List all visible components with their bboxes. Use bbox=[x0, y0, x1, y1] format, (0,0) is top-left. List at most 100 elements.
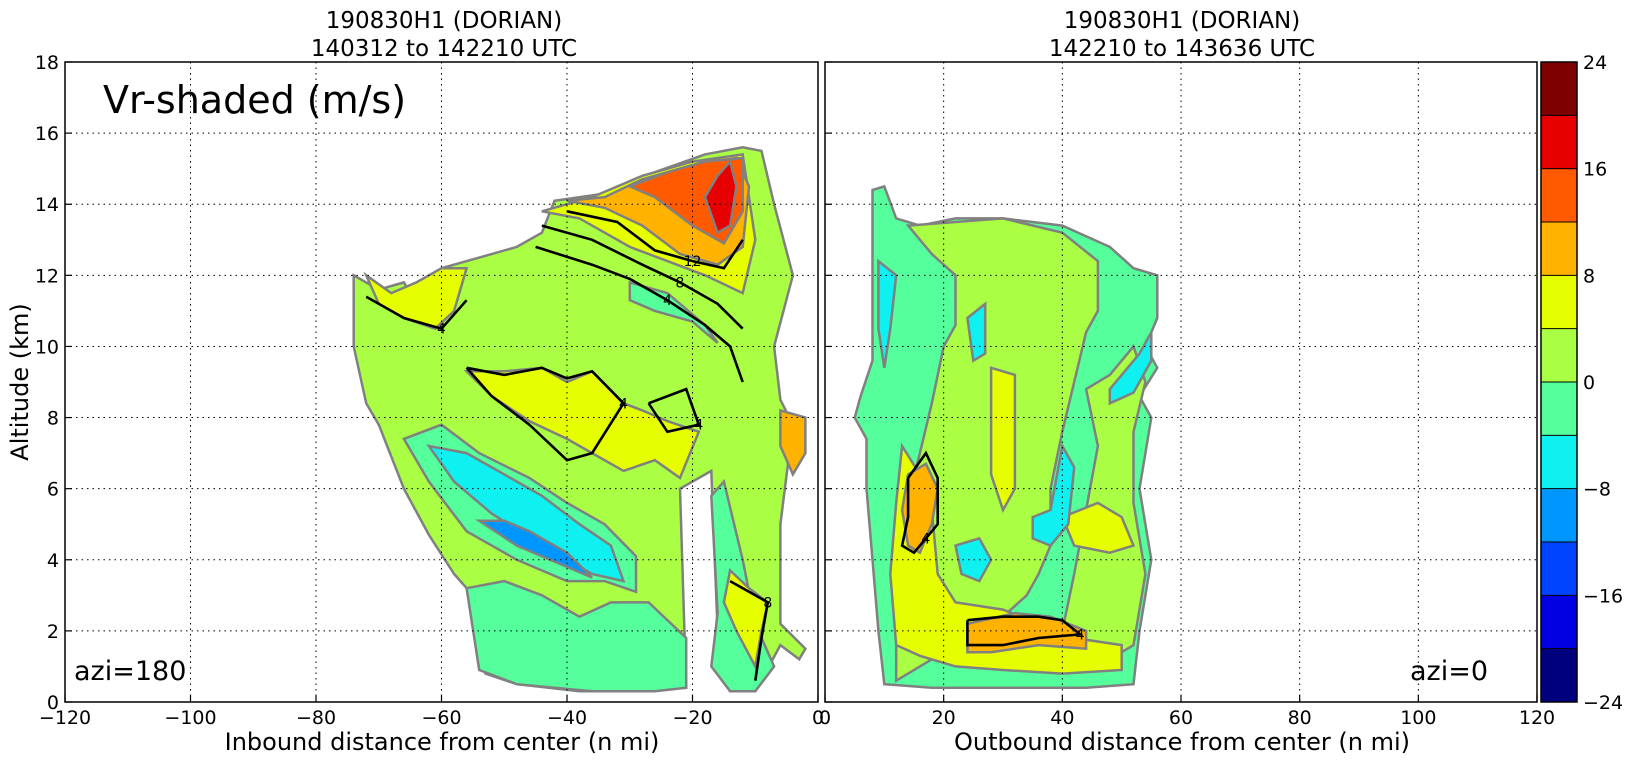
right-region-11 bbox=[1031, 442, 1076, 548]
left-contour-3 bbox=[465, 366, 626, 462]
right-contours: 44 bbox=[900, 450, 1085, 647]
right-title-line1: 190830H1 (DORIAN) bbox=[1064, 8, 1301, 34]
left-azimuth-label: azi=180 bbox=[74, 656, 186, 687]
left-x-axis-label: Inbound distance from center (n mi) bbox=[225, 728, 660, 756]
ytick-label-7: 14 bbox=[35, 194, 59, 216]
left-xtick-label-3: −60 bbox=[421, 707, 461, 729]
ytick-label-5: 10 bbox=[35, 336, 59, 358]
ytick-label-2: 4 bbox=[47, 550, 59, 572]
left-gridlines bbox=[65, 62, 818, 702]
left-contour-4 bbox=[365, 295, 468, 331]
left-region-6 bbox=[475, 519, 593, 579]
colorbar-tick-label-2: 8 bbox=[1583, 265, 1595, 287]
right-region-12 bbox=[1108, 331, 1153, 406]
right-gridlines bbox=[825, 62, 1537, 702]
ytick-label-9: 18 bbox=[35, 52, 59, 74]
ytick-label-8: 16 bbox=[35, 123, 59, 145]
right-xtick-label-5: 100 bbox=[1400, 707, 1436, 729]
colorbar-tick-label-5: −16 bbox=[1583, 585, 1623, 607]
left-contour-label-5: 4 bbox=[694, 418, 703, 434]
right-contour-0 bbox=[966, 615, 1084, 647]
ytick-label-0: 0 bbox=[47, 692, 59, 714]
colorbar-tick-label-1: 16 bbox=[1583, 159, 1607, 181]
left-contour-1 bbox=[541, 224, 744, 330]
colorbar-tick-label-3: 0 bbox=[1583, 372, 1595, 394]
colorbar-tick-label-4: −8 bbox=[1583, 479, 1611, 501]
left-contour-6 bbox=[729, 579, 770, 681]
left-xtick-label-6: 0 bbox=[812, 707, 824, 729]
colorbar-block-9 bbox=[1541, 168, 1577, 223]
right-panel: 190830H1 (DORIAN) 142210 to 143636 UTC 4… bbox=[819, 8, 1555, 756]
right-region-3 bbox=[889, 442, 1123, 675]
colorbar: 24 16 8 0 −8 −16 −24 bbox=[1540, 52, 1623, 714]
vr-shaded-label: Vr-shaded (m/s) bbox=[103, 78, 406, 122]
left-contour-label-3: 4 bbox=[619, 396, 628, 412]
colorbar-tick-label-6: −24 bbox=[1583, 692, 1623, 714]
left-contour-5 bbox=[647, 387, 701, 434]
left-xtick-label-5: −20 bbox=[672, 707, 712, 729]
colorbar-ticks: 24 16 8 0 −8 −16 −24 bbox=[1583, 52, 1623, 714]
colorbar-frame bbox=[1540, 61, 1578, 703]
left-contour-label-0: 4 bbox=[663, 293, 672, 309]
left-x-ticks: −120 −100 −80 −60 −40 −20 0 bbox=[39, 695, 824, 729]
left-contour-0 bbox=[535, 245, 744, 383]
left-xtick-label-4: −40 bbox=[547, 707, 587, 729]
left-contour-label-1: 8 bbox=[675, 275, 684, 291]
ytick-label-1: 2 bbox=[47, 621, 59, 643]
left-region-9 bbox=[722, 567, 770, 671]
right-region-7 bbox=[966, 611, 1088, 654]
colorbar-block-3 bbox=[1541, 488, 1577, 543]
left-xtick-label-0: −120 bbox=[39, 707, 91, 729]
left-shaded-regions bbox=[352, 146, 807, 693]
y-axis-label: Altitude (km) bbox=[6, 303, 34, 460]
colorbar-blocks bbox=[1541, 62, 1577, 703]
right-azimuth-label: azi=0 bbox=[1410, 656, 1488, 687]
ytick-label-6: 12 bbox=[35, 265, 59, 287]
colorbar-block-5 bbox=[1541, 382, 1577, 436]
right-xtick-label-6: 120 bbox=[1519, 707, 1555, 729]
right-xtick-label-2: 40 bbox=[1050, 707, 1074, 729]
right-region-4 bbox=[989, 366, 1017, 514]
left-title-line2: 140312 to 142210 UTC bbox=[311, 36, 577, 62]
left-region-11 bbox=[779, 408, 807, 478]
right-xtick-label-3: 60 bbox=[1169, 707, 1193, 729]
right-title-line2: 142210 to 143636 UTC bbox=[1049, 36, 1315, 62]
colorbar-block-7 bbox=[1541, 275, 1577, 330]
right-shaded-regions bbox=[853, 184, 1159, 690]
right-region-9 bbox=[966, 301, 987, 363]
colorbar-block-11 bbox=[1541, 62, 1577, 116]
right-region-8 bbox=[877, 258, 898, 368]
ytick-label-3: 6 bbox=[47, 479, 59, 501]
right-contour-label-0: 4 bbox=[1076, 627, 1085, 643]
left-title-line1: 190830H1 (DORIAN) bbox=[326, 8, 563, 34]
left-contour-label-4: 4 bbox=[437, 322, 446, 338]
right-xtick-label-1: 20 bbox=[932, 707, 956, 729]
right-xtick-label-0: 0 bbox=[819, 707, 831, 729]
left-region-8 bbox=[463, 366, 701, 480]
left-region-1 bbox=[465, 579, 688, 693]
left-panel: 190830H1 (DORIAN) 140312 to 142210 UTC 4… bbox=[6, 8, 824, 756]
left-contour-label-6: 8 bbox=[763, 595, 772, 611]
left-region-4 bbox=[628, 280, 719, 344]
ytick-label-4: 8 bbox=[47, 408, 59, 430]
left-y-ticks: 0 2 4 6 8 10 12 14 16 18 bbox=[35, 52, 72, 714]
colorbar-block-0 bbox=[1541, 648, 1577, 703]
right-xtick-label-4: 80 bbox=[1288, 707, 1312, 729]
left-xtick-label-1: −100 bbox=[164, 707, 216, 729]
left-xtick-label-2: −80 bbox=[296, 707, 336, 729]
colorbar-block-1 bbox=[1541, 595, 1577, 650]
left-contour-label-2: 12 bbox=[684, 254, 702, 270]
left-region-5 bbox=[426, 444, 626, 583]
colorbar-block-8 bbox=[1541, 222, 1577, 276]
right-x-axis-label: Outbound distance from center (n mi) bbox=[954, 728, 1410, 756]
colorbar-block-10 bbox=[1541, 115, 1577, 170]
right-x-ticks: 0 20 40 60 80 100 120 bbox=[819, 61, 1555, 729]
right-contour-label-1: 4 bbox=[921, 531, 930, 547]
colorbar-block-2 bbox=[1541, 542, 1577, 596]
right-region-5 bbox=[1060, 501, 1136, 554]
colorbar-tick-label-0: 24 bbox=[1583, 52, 1607, 74]
colorbar-block-6 bbox=[1541, 328, 1577, 383]
left-region-14 bbox=[703, 158, 738, 235]
